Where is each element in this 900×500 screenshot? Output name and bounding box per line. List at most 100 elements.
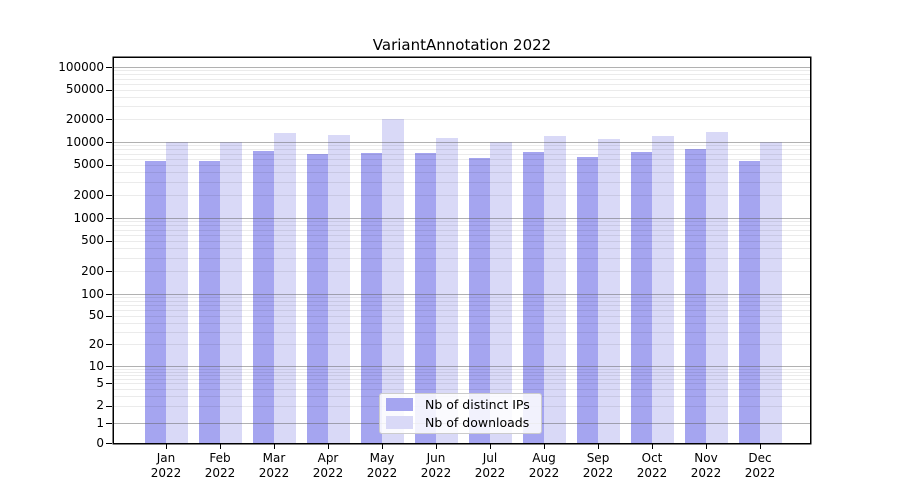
y-tick-label-50: 50 — [88, 308, 104, 323]
y-tick-mark-100000 — [106, 67, 112, 68]
chart-title: VariantAnnotation 2022 — [372, 36, 552, 54]
y-tick-mark-1000 — [106, 218, 112, 219]
x-tick-label-apr: Apr 2022 — [312, 451, 344, 480]
x-tick-label-aug: Aug 2022 — [528, 451, 560, 480]
y-tick-mark-50 — [106, 316, 112, 317]
y-tick-mark-20 — [106, 344, 112, 345]
bar-downloads-mar — [274, 133, 296, 443]
y-tick-mark-2 — [106, 406, 112, 407]
y-tick-label-200: 200 — [81, 263, 104, 278]
bar-distinct-ips-jun — [414, 153, 436, 443]
y-tick-label-2: 2 — [96, 398, 104, 413]
y-tick-label-1: 1 — [96, 415, 104, 430]
x-tick-mark-nov — [706, 444, 707, 449]
gridline-minor-40000 — [114, 97, 810, 98]
legend-label-downloads: Nb of downloads — [425, 415, 530, 430]
bar-downloads-oct — [652, 136, 674, 443]
legend: Nb of distinct IPs Nb of downloads — [379, 393, 542, 434]
y-tick-mark-200 — [106, 271, 112, 272]
gridline-minor-20000 — [114, 119, 810, 120]
y-tick-label-20: 20 — [88, 336, 104, 351]
gridline-minor-80000 — [114, 74, 810, 75]
y-tick-mark-10 — [106, 366, 112, 367]
y-tick-mark-1 — [106, 423, 112, 424]
bar-downloads-apr — [328, 135, 350, 443]
y-tick-label-10: 10 — [88, 358, 104, 373]
bar-downloads-jul — [490, 142, 512, 443]
plot-area — [114, 58, 810, 443]
y-tick-label-5: 5 — [96, 375, 104, 390]
gridline-minor-30000 — [114, 106, 810, 107]
y-tick-mark-10000 — [106, 142, 112, 143]
legend-label-distinct-ips: Nb of distinct IPs — [425, 397, 530, 412]
legend-row-downloads: Nb of downloads — [386, 415, 535, 430]
bar-distinct-ips-aug — [522, 152, 544, 443]
y-tick-label-1000: 1000 — [73, 210, 104, 225]
x-tick-label-mar: Mar 2022 — [258, 451, 290, 480]
y-tick-mark-2000 — [106, 195, 112, 196]
bar-downloads-feb — [220, 142, 242, 443]
bar-distinct-ips-nov — [684, 149, 706, 443]
bar-distinct-ips-may — [360, 153, 382, 443]
y-tick-label-50000: 50000 — [65, 82, 104, 97]
y-tick-mark-5 — [106, 383, 112, 384]
bar-distinct-ips-jul — [468, 157, 490, 443]
x-tick-mark-jul — [490, 444, 491, 449]
gridline-minor-60000 — [114, 84, 810, 85]
y-tick-label-10000: 10000 — [65, 134, 104, 149]
y-tick-label-100000: 100000 — [58, 59, 104, 74]
x-tick-label-jan: Jan 2022 — [150, 451, 182, 480]
x-tick-mark-aug — [544, 444, 545, 449]
y-tick-mark-20000 — [106, 119, 112, 120]
bar-downloads-jan — [166, 142, 188, 443]
bar-distinct-ips-apr — [306, 153, 328, 443]
x-tick-mark-feb — [220, 444, 221, 449]
gridline-major-100000 — [114, 67, 810, 68]
x-tick-mark-oct — [652, 444, 653, 449]
y-tick-mark-500 — [106, 241, 112, 242]
x-tick-mark-may — [382, 444, 383, 449]
gridline-minor-50000 — [114, 90, 810, 91]
gridline-minor-90000 — [114, 70, 810, 71]
x-tick-mark-jan — [166, 444, 167, 449]
bar-distinct-ips-feb — [198, 160, 220, 443]
x-tick-label-nov: Nov 2022 — [690, 451, 722, 480]
y-tick-label-500: 500 — [81, 233, 104, 248]
bar-distinct-ips-jan — [144, 160, 166, 443]
x-tick-label-feb: Feb 2022 — [204, 451, 236, 480]
gridline-minor-70000 — [114, 79, 810, 80]
x-tick-label-oct: Oct 2022 — [636, 451, 668, 480]
y-tick-label-100: 100 — [81, 286, 104, 301]
bar-downloads-dec — [760, 142, 782, 443]
x-tick-mark-dec — [760, 444, 761, 449]
y-tick-label-20000: 20000 — [65, 111, 104, 126]
bar-distinct-ips-mar — [252, 150, 274, 443]
x-tick-label-may: May 2022 — [366, 451, 398, 480]
x-tick-mark-apr — [328, 444, 329, 449]
bar-distinct-ips-sep — [576, 156, 598, 443]
x-tick-mark-mar — [274, 444, 275, 449]
y-tick-mark-100 — [106, 294, 112, 295]
x-tick-label-jul: Jul 2022 — [474, 451, 506, 480]
y-tick-mark-5000 — [106, 165, 112, 166]
y-tick-label-2000: 2000 — [73, 187, 104, 202]
y-tick-mark-50000 — [106, 90, 112, 91]
bar-downloads-may — [382, 118, 404, 443]
bar-downloads-sep — [598, 138, 620, 443]
bar-downloads-nov — [706, 131, 728, 443]
x-tick-mark-sep — [598, 444, 599, 449]
x-tick-mark-jun — [436, 444, 437, 449]
legend-swatch-downloads — [386, 416, 413, 429]
y-tick-mark-0 — [106, 443, 112, 444]
legend-swatch-distinct-ips — [386, 398, 413, 411]
bar-distinct-ips-dec — [738, 160, 760, 443]
x-tick-label-jun: Jun 2022 — [420, 451, 452, 480]
y-tick-label-0: 0 — [96, 435, 104, 450]
bar-downloads-aug — [544, 136, 566, 443]
x-tick-label-dec: Dec 2022 — [744, 451, 776, 480]
legend-row-distinct-ips: Nb of distinct IPs — [386, 397, 535, 412]
x-tick-label-sep: Sep 2022 — [582, 451, 614, 480]
y-tick-label-5000: 5000 — [73, 157, 104, 172]
bar-distinct-ips-oct — [630, 152, 652, 443]
